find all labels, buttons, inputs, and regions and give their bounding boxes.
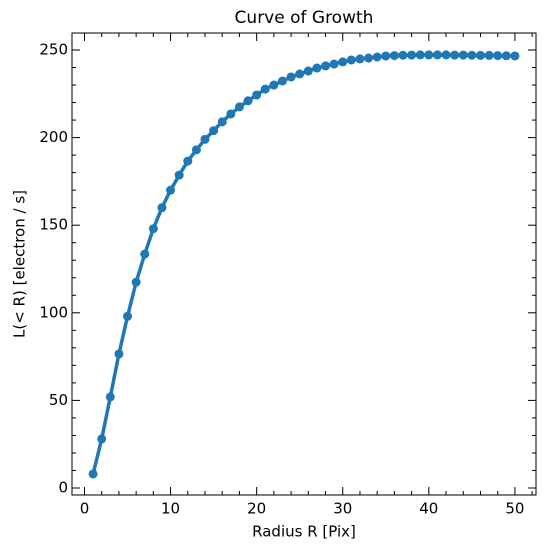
data-point [415,50,425,60]
x-tick-label: 30 [333,500,352,518]
data-point [157,203,167,213]
data-point [200,134,210,144]
plot-frame [71,32,537,496]
data-point [501,51,511,61]
data-point [303,66,313,76]
data-point [432,50,442,60]
data-point [217,117,227,127]
data-point [458,50,468,60]
y-tick-label: 250 [39,40,68,58]
data-point [166,185,176,195]
data-point [131,277,141,287]
data-point [346,55,356,65]
y-tick-label: 0 [58,478,68,496]
y-tick-label: 100 [39,303,68,321]
data-point [355,54,365,64]
data-point [269,80,279,90]
data-point [407,50,417,60]
data-point [140,249,150,259]
data-point [234,102,244,112]
data-point [277,76,287,86]
data-point [252,90,262,100]
data-point [329,59,339,69]
x-tick-label: 50 [505,500,524,518]
data-point [183,156,193,166]
data-point [364,53,374,63]
data-point [226,109,236,119]
x-tick-label: 40 [419,500,438,518]
y-tick-label: 150 [39,216,68,234]
data-point [372,52,382,62]
data-line [91,53,515,475]
y-tick-label: 200 [39,128,68,146]
data-point [243,96,253,106]
data-point [424,50,434,60]
data-point [389,51,399,61]
data-point [441,50,451,60]
data-point [338,57,348,67]
data-point [398,50,408,60]
data-point [88,469,98,479]
data-point [97,434,107,444]
x-axis-label: Radius R [Pix] [252,523,356,541]
data-point [321,61,331,71]
data-point [105,392,115,402]
data-point [312,63,322,73]
data-point [260,84,270,94]
x-tick-label: 20 [247,500,266,518]
data-point [467,50,477,60]
data-point [450,50,460,60]
data-point [381,51,391,61]
data-point [191,145,201,155]
x-tick-label: 0 [80,500,90,518]
data-point [123,311,133,321]
chart-title: Curve of Growth [235,8,374,28]
data-point [493,51,503,61]
data-point [484,50,494,60]
y-axis-label: L(< R) [electron / s] [11,190,29,338]
data-point [286,72,296,82]
data-point [475,50,485,60]
data-point [209,126,219,136]
y-tick-label: 50 [49,391,68,409]
data-point [295,69,305,79]
data-point [174,170,184,180]
data-point [114,349,124,359]
data-point [148,224,158,234]
x-tick-label: 10 [161,500,180,518]
data-point [510,51,520,61]
